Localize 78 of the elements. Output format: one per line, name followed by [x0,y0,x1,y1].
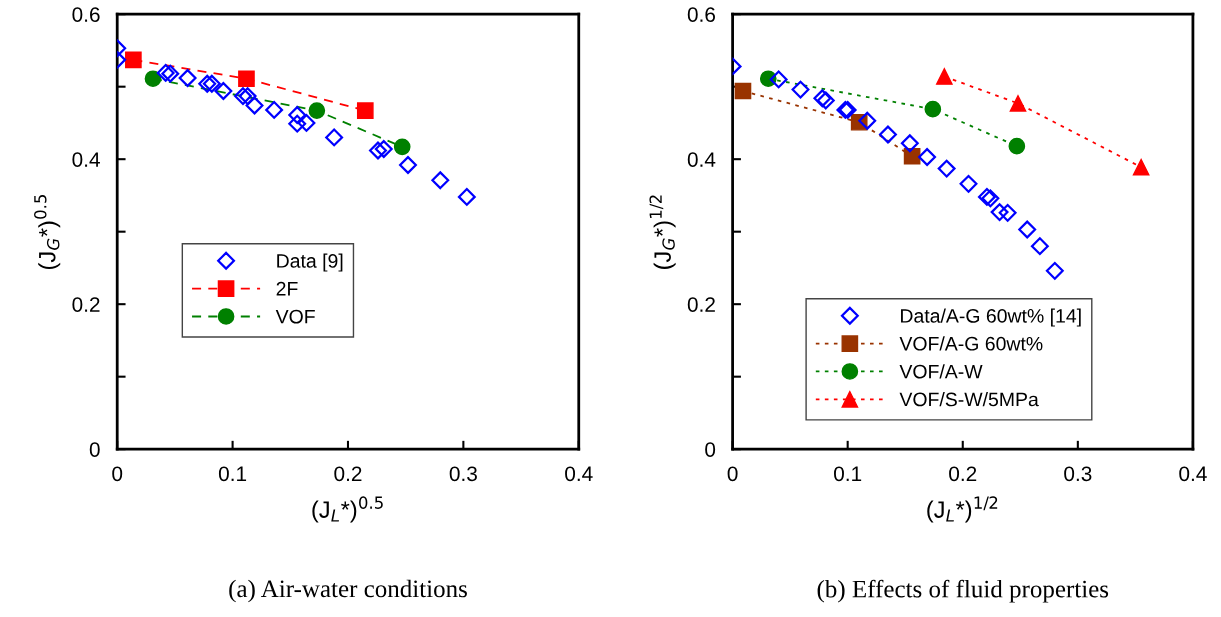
x-tick-label: 0.3 [449,466,477,482]
point [924,100,942,118]
point [369,141,387,160]
point [356,102,374,119]
x-tick-label: 0.4 [1179,466,1207,482]
point [858,111,877,130]
legend-label: Data [9] [277,253,343,272]
point [769,70,788,89]
x-tick-label: 0.2 [949,466,977,482]
point [903,147,921,165]
point [998,203,1017,222]
legend-label: 2F [276,281,298,296]
y-axis-title: (J$_{G}$*)$^{0.5}$ [34,195,61,270]
point [144,70,162,88]
y-tick-label: 0.6 [72,7,100,22]
y-tick-label: 0.2 [687,297,715,312]
y-tick-label: 0.6 [687,7,716,22]
x-tick-label: 0.4 [565,466,593,482]
point [878,125,897,144]
y-tick-label: 0 [89,442,100,457]
point [245,96,264,115]
point [399,156,417,174]
legend-label: Data/A-G 60wt% [14] [901,308,1081,327]
legend-label: VOF [275,309,315,324]
point [981,189,1000,208]
x-axis-title: (J$_{L}$*)$^{1/2}$ [927,496,998,523]
x-tick-label: 0 [727,466,738,482]
point [1045,261,1064,280]
point [198,74,217,93]
legend-label: VOF/S-W/5MPa [899,392,1039,407]
point [297,113,316,132]
text: (a) Air-water conditions [229,579,467,603]
point [178,69,197,87]
point [791,80,810,99]
point [959,174,978,193]
y-tick-label: 0.2 [72,297,100,312]
point [393,138,411,156]
text: (b) Effects of fluid properties [817,579,1109,603]
point [977,187,996,206]
point [265,100,284,119]
x-tick-label: 0.2 [334,466,362,482]
x-tick-label: 0.3 [1064,466,1092,482]
point [1132,158,1150,176]
y-axis-title: (J$_{G}$*)$^{1/2}$ [649,195,676,269]
point [125,51,142,69]
point [1009,95,1027,112]
point [308,102,326,119]
point [161,64,180,83]
y-tick-label: 0 [705,442,716,457]
point [238,70,255,88]
x-tick-label: 0.1 [834,466,862,482]
point [900,134,919,153]
point [1030,237,1049,256]
point [734,82,752,100]
point [214,82,233,101]
point [937,159,956,178]
point [156,63,175,82]
point [288,106,307,124]
point [1008,137,1026,155]
point [1018,220,1037,239]
point [374,140,393,158]
point [288,114,307,133]
point [234,87,252,106]
point [990,203,1009,222]
point [238,87,257,106]
point [325,128,344,147]
point [457,187,476,206]
x-tick-label: 0.1 [218,466,247,482]
y-tick-label: 0.4 [72,152,100,167]
legend-label: VOF/A-W [899,364,983,379]
point [431,171,450,190]
x-tick-label: 0 [112,466,123,482]
point [936,68,953,85]
y-tick-label: 0.4 [687,152,716,167]
x-axis-title: (J$_{L}$*)$^{0.5}$ [312,496,383,523]
point [202,74,221,93]
point [918,148,937,166]
legend-label: VOF/A-G 60wt% [899,336,1043,351]
